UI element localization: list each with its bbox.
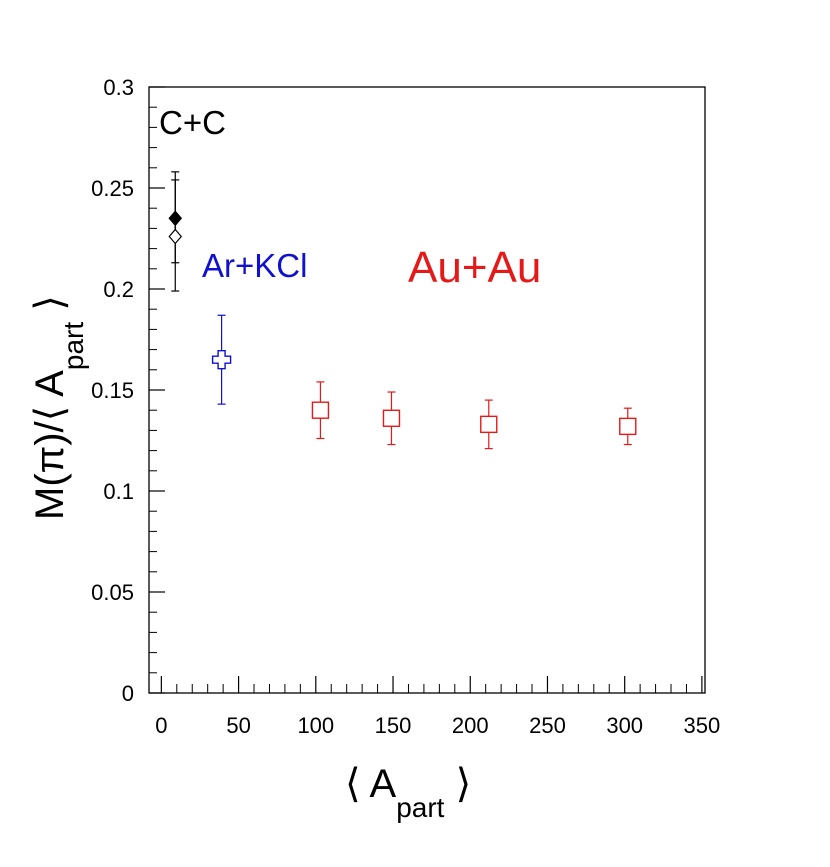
x-tick-label: 200 [452, 713, 489, 738]
data-point [480, 399, 498, 450]
y-axis-label: M(π)/⟨ Apart ⟩ [28, 295, 89, 520]
y-tick-label: 0.15 [91, 378, 134, 403]
y-tick-label: 0 [122, 681, 134, 706]
data-point [211, 314, 232, 405]
plot-frame [148, 86, 706, 694]
x-tick-label: 0 [155, 713, 167, 738]
y-axis-label-open: M(π)/⟨ A [28, 370, 72, 520]
data-point [168, 179, 183, 292]
x-tick-label: 150 [375, 713, 412, 738]
marker-diamond-open [168, 228, 183, 245]
data-point [311, 381, 330, 440]
marker-cross [211, 350, 232, 370]
data-point [619, 407, 637, 446]
y-axis-label-sub: part [58, 322, 89, 370]
annotation-auau: Au+Au [408, 243, 541, 292]
x-axis: 0 50 100 150 200 250 300 350 [155, 676, 720, 738]
marker-square [382, 409, 401, 427]
marker-square [619, 417, 637, 436]
y-tick-label: 0.05 [91, 580, 134, 605]
y-axis-label-close: ⟩ [28, 295, 72, 322]
y-tick-label: 0.1 [103, 479, 134, 504]
annotation-arkcl: Ar+KCl [202, 247, 307, 284]
data-markers [168, 171, 637, 450]
y-tick-label: 0.25 [91, 176, 134, 201]
annotation-cc: C+C [159, 104, 226, 141]
x-tick-label: 250 [529, 713, 566, 738]
y-tick-label: 0.3 [103, 75, 134, 100]
x-tick-label: 300 [606, 713, 643, 738]
x-tick-label: 100 [297, 713, 334, 738]
x-axis-label-close: ⟩ [444, 762, 471, 806]
y-axis: 0 0.05 0.1 0.15 0.2 0.25 0.3 [91, 75, 165, 706]
y-tick-label: 0.2 [103, 277, 134, 302]
x-tick-label: 50 [226, 713, 250, 738]
marker-square [311, 401, 330, 419]
x-axis-label-open: ⟨ A [345, 762, 397, 806]
x-axis-label: ⟨ Apart ⟩ [345, 762, 471, 823]
x-tick-label: 350 [684, 713, 721, 738]
x-axis-label-sub: part [396, 792, 444, 823]
data-point [382, 391, 401, 446]
marker-square [480, 415, 498, 434]
